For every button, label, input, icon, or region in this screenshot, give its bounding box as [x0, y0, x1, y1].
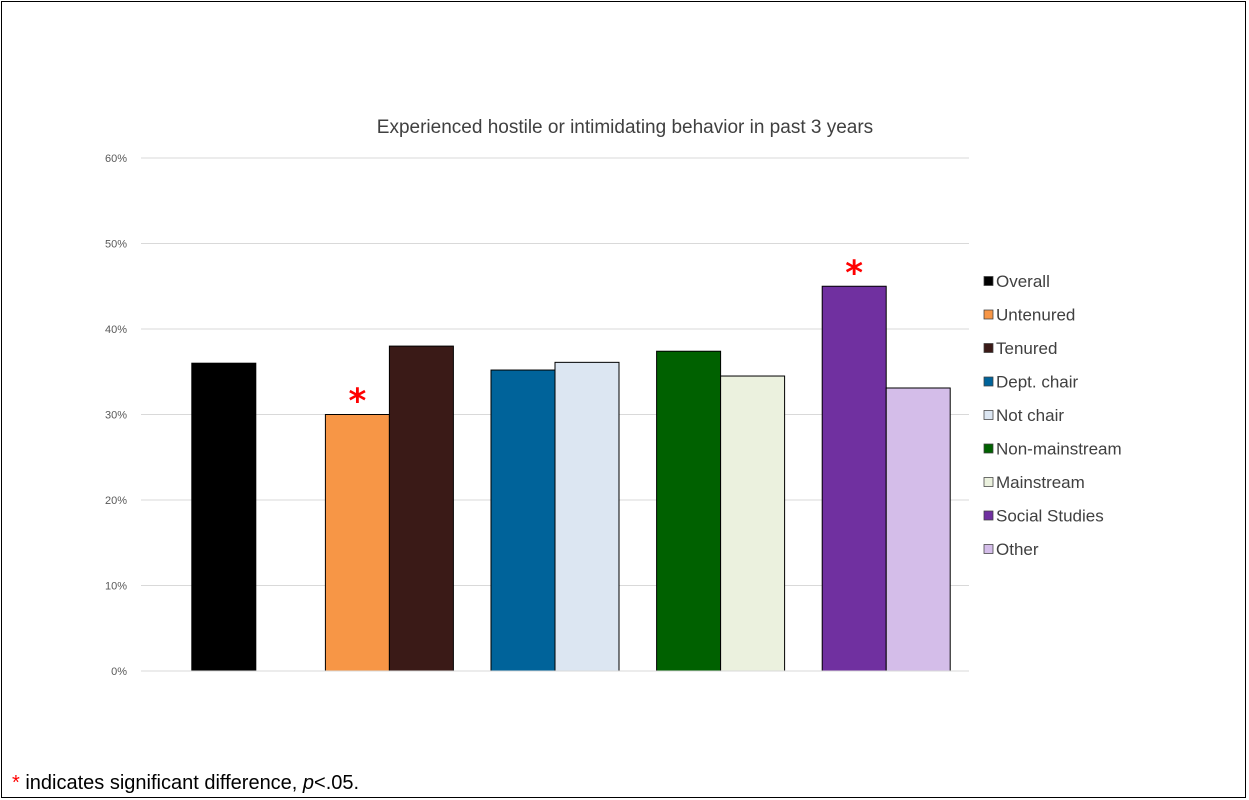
bar-non-mainstream	[656, 350, 722, 672]
chart-title: Experienced hostile or intimidating beha…	[377, 117, 873, 138]
legend-label-overall: Overall	[996, 272, 1050, 291]
legend: Overall Untenured Tenured Dept. chair Not ch…	[983, 272, 1122, 559]
y-tick-label: 40%	[105, 324, 127, 336]
legend-swatch-dept-chair	[983, 376, 994, 387]
y-tick-label: 30%	[105, 410, 127, 422]
bar-social-studies	[821, 285, 887, 672]
bar-tenured	[388, 345, 454, 672]
legend-swatch-social-studies	[983, 510, 994, 521]
y-tick-label: 60%	[105, 153, 127, 165]
legend-swatch-untenured	[983, 309, 994, 320]
bar-not-chair	[554, 361, 620, 672]
legend-swatch-non-mainstream	[983, 443, 994, 454]
legend-swatch-mainstream	[983, 477, 994, 487]
legend-label-dept-chair: Dept. chair	[996, 373, 1079, 392]
footnote-text-after: <.05.	[314, 772, 360, 794]
legend-label-not-chair: Not chair	[996, 406, 1064, 425]
y-tick-label: 0%	[111, 666, 127, 678]
significance-star: *	[349, 382, 367, 422]
legend-label-other: Other	[996, 540, 1039, 559]
legend-swatch-other	[983, 544, 994, 554]
bar-untenured	[324, 414, 390, 672]
legend-label-non-mainstream: Non-mainstream	[996, 440, 1122, 459]
legend-swatch-overall	[983, 276, 994, 286]
footnote: * indicates significant difference, p<.0…	[12, 772, 359, 795]
footnote-star: *	[12, 772, 20, 794]
bars	[191, 285, 951, 672]
legend-label-tenured: Tenured	[996, 339, 1057, 358]
significance-markers: **	[349, 253, 864, 421]
legend-label-social-studies: Social Studies	[996, 507, 1104, 526]
significance-star: *	[845, 253, 863, 293]
legend-label-untenured: Untenured	[996, 306, 1075, 325]
legend-swatch-not-chair	[983, 410, 994, 420]
legend-swatch-tenured	[983, 343, 994, 353]
footnote-text-before: indicates significant difference,	[19, 772, 303, 794]
legend-label-mainstream: Mainstream	[996, 473, 1085, 492]
bar-mainstream	[720, 375, 786, 672]
footnote-p: p	[302, 772, 315, 794]
bar-dept-chair	[490, 369, 556, 672]
bar-overall	[191, 362, 257, 672]
bar-other	[885, 387, 951, 672]
y-tick-label: 20%	[105, 495, 127, 507]
y-axis-tick-labels: 0% 10% 20% 30% 40% 50% 60%	[105, 153, 127, 678]
y-tick-label: 50%	[105, 239, 127, 251]
y-tick-label: 10%	[105, 581, 127, 593]
